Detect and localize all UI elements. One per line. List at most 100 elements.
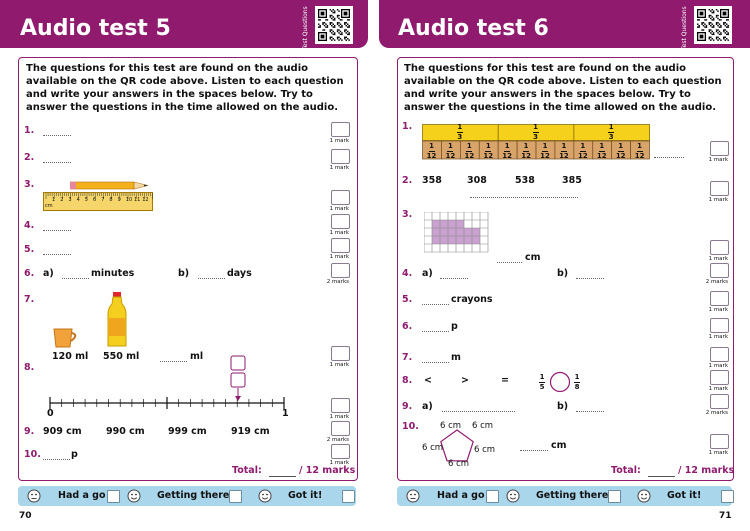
unit-label: cm <box>551 440 567 451</box>
fraction-label: 1 <box>504 142 510 150</box>
answer-line <box>43 459 70 460</box>
question-number: 1. <box>24 125 35 136</box>
question-number: 1. <box>402 121 413 132</box>
rating-checkbox <box>107 490 120 503</box>
mark-label: 1 mark <box>708 386 728 392</box>
rating-checkbox <box>608 490 621 503</box>
fraction-label: 12 <box>445 152 456 160</box>
qr-code <box>315 6 353 44</box>
mark-label: 1 mark <box>708 256 728 262</box>
face-icon <box>27 489 41 503</box>
fraction-label: 1 <box>429 142 434 150</box>
face-icon <box>506 489 520 503</box>
answer-line <box>43 135 71 136</box>
rating-checkbox <box>486 490 499 503</box>
part-label: b) <box>557 401 569 412</box>
question-number: 7. <box>402 352 413 363</box>
face-icon <box>637 489 651 503</box>
fraction-label: 12 <box>540 152 550 160</box>
question-number: 10. <box>402 421 419 432</box>
fraction-label: 12 <box>577 152 588 160</box>
ruler <box>43 192 153 211</box>
volume-label: 550 ml <box>103 351 140 362</box>
mark-box <box>710 141 729 156</box>
unit-label: m <box>451 352 461 363</box>
ruler-number: 9 <box>117 197 121 203</box>
mark-label: 1 mark <box>329 414 349 420</box>
fraction-label: 1 <box>457 123 463 131</box>
mark-label: 1 mark <box>329 138 349 144</box>
answer-line <box>269 476 296 477</box>
rating-checkbox <box>342 490 355 503</box>
length-value: 919 cm <box>231 426 270 437</box>
mark-label: 1 mark <box>708 307 728 313</box>
volume-label: 120 ml <box>52 351 89 362</box>
side-length: 6 cm <box>472 421 494 431</box>
rating-checkbox <box>721 490 734 503</box>
mark-box <box>710 240 729 255</box>
mark-label: 1 mark <box>708 363 728 369</box>
number-line-label: 1 <box>282 408 289 419</box>
fraction-bar <box>636 151 643 152</box>
fraction-bar <box>485 151 492 152</box>
unit-label: cm <box>525 252 541 263</box>
fraction-label: 12 <box>596 152 607 160</box>
fraction-label: 12 <box>502 152 513 160</box>
answer-line <box>440 278 468 279</box>
fraction-label: 1 <box>608 123 614 131</box>
mark-box <box>710 318 729 333</box>
rating-label: Getting there <box>157 490 230 501</box>
ruler-number: 12 <box>142 197 149 203</box>
part-label: b) <box>557 268 569 279</box>
mark-label: 1 mark <box>329 254 349 260</box>
mark-label: 2 marks <box>326 437 349 443</box>
page-title: Audio test 6 <box>398 16 549 41</box>
mark-box <box>710 394 729 409</box>
fraction-bar <box>428 151 435 152</box>
answer-boxes <box>230 355 246 401</box>
ruler-number: 11 <box>134 197 141 203</box>
mark-box <box>710 181 729 196</box>
mark-label: 2 marks <box>705 410 728 416</box>
answer-line <box>43 162 71 163</box>
mark-box <box>331 421 350 436</box>
number-line-label: 0 <box>47 408 54 419</box>
mark-label: 1 mark <box>708 197 728 203</box>
question-card <box>18 57 358 481</box>
fraction-bar <box>574 382 580 383</box>
rating-bar <box>18 486 356 506</box>
face-icon <box>127 489 141 503</box>
fraction-label: 1 <box>523 142 529 150</box>
mark-box <box>710 291 729 306</box>
mark-box <box>331 444 350 459</box>
rating-label: Getting there <box>536 490 609 501</box>
question-number: 5. <box>24 244 35 255</box>
fraction-label: 1 <box>580 142 586 150</box>
rating-label: Got it! <box>288 490 323 501</box>
total-max: / 12 marks <box>678 465 735 476</box>
question-number: 7. <box>24 294 35 305</box>
question-number: 2. <box>24 152 35 163</box>
question-number: 3. <box>402 209 413 220</box>
fraction-label: 1 <box>599 142 605 150</box>
pentagon <box>440 429 474 462</box>
fraction-label: 12 <box>426 152 437 160</box>
fraction-label: 1 <box>533 123 538 131</box>
fraction-bar <box>447 151 454 152</box>
fraction-label: 3 <box>533 133 538 141</box>
fraction-label: 3 <box>457 133 463 141</box>
part-label: a) <box>43 268 54 279</box>
unit-label: p <box>451 321 458 332</box>
answer-line <box>520 450 548 451</box>
unit-label: p <box>71 449 78 460</box>
ruler-number: 4 <box>76 197 80 203</box>
total-max: / 12 marks <box>299 465 356 476</box>
mark-box <box>331 214 350 229</box>
pencil <box>70 181 149 190</box>
fraction-label: 1 <box>466 142 472 150</box>
rating-label: Had a go <box>58 490 106 501</box>
cup <box>53 328 77 348</box>
intro-text: The questions for this test are found on… <box>404 63 722 113</box>
fraction-bar <box>539 382 545 383</box>
